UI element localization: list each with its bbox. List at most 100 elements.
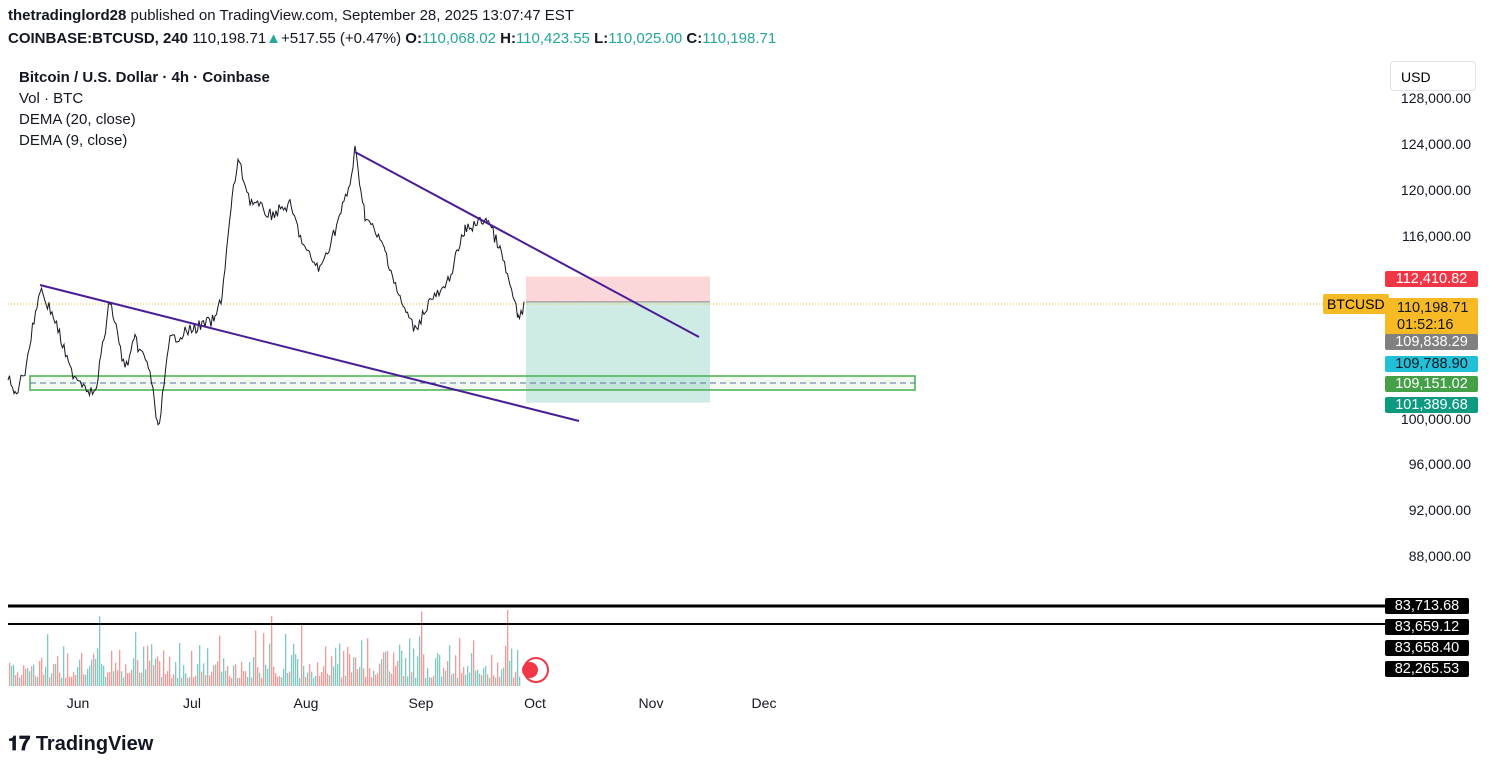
volume-bar — [429, 677, 431, 686]
volume-bar — [147, 645, 149, 686]
volume-bar — [241, 661, 243, 686]
volume-bar — [59, 672, 61, 686]
volume-bar — [95, 658, 97, 686]
volume-bar — [505, 645, 507, 686]
volume-bar — [81, 652, 83, 686]
volume-bar — [49, 677, 51, 686]
legend-dema-20[interactable]: DEMA (20, close) — [19, 111, 136, 128]
volume-bar — [231, 677, 233, 686]
volume-bar — [157, 656, 159, 686]
volume-bar — [415, 677, 417, 686]
volume-bar — [503, 667, 505, 686]
volume-bar — [377, 673, 379, 686]
volume-bar — [329, 675, 331, 686]
volume-bar — [87, 668, 89, 686]
volume-bar — [57, 656, 59, 686]
close-label: C: — [686, 30, 703, 47]
level-tag: 83,658.40 — [1385, 640, 1469, 656]
volume-bar — [161, 677, 163, 686]
volume-bar — [477, 669, 479, 686]
legend-volume[interactable]: Vol · BTC — [19, 90, 84, 107]
volume-bar — [19, 677, 21, 686]
y-tick-label: 128,000.00 — [1400, 90, 1471, 107]
volume-bar — [177, 677, 179, 686]
volume-bar — [517, 649, 519, 686]
volume-bar — [457, 677, 459, 686]
volume-bar — [207, 648, 209, 686]
volume-bar — [151, 644, 153, 686]
volume-bar — [417, 656, 419, 686]
volume-bar — [437, 653, 439, 686]
volume-bar — [483, 668, 485, 686]
price-tag: 112,410.82 — [1385, 271, 1478, 287]
volume-bar — [499, 676, 501, 686]
volume-bar — [373, 670, 375, 686]
volume-bar — [317, 662, 319, 686]
volume-bar — [131, 669, 133, 686]
tradingview-logo[interactable]: 𝟏𝟕 TradingView — [8, 733, 153, 756]
volume-bar — [223, 658, 225, 686]
volume-bar — [393, 652, 395, 686]
volume-bar — [167, 671, 169, 686]
volume-bar — [339, 643, 341, 686]
volume-bar — [349, 654, 351, 686]
volume-bar — [227, 666, 229, 686]
publish-line: thetradinglord28 published on TradingVie… — [8, 7, 574, 24]
volume-bar — [287, 672, 289, 686]
volume-bar — [423, 654, 425, 686]
volume-bar — [455, 655, 457, 686]
volume-bar — [93, 653, 95, 686]
volume-bar — [17, 672, 19, 686]
volume-bar — [91, 659, 93, 686]
volume-bar — [379, 663, 381, 686]
volume-bar — [353, 657, 355, 686]
last-price: 110,198.71 — [192, 30, 267, 47]
ohlc-line: COINBASE:BTCUSD, 240 110,198.71▲+517.55 … — [8, 30, 776, 47]
volume-bar — [253, 656, 255, 686]
volume-bar — [299, 677, 301, 686]
volume-bar — [513, 677, 515, 686]
volume-bar — [333, 666, 335, 686]
volume-bar — [199, 645, 201, 686]
volume-bar — [77, 667, 79, 686]
volume-bar — [309, 664, 311, 686]
volume-bar — [441, 676, 443, 686]
volume-bar — [213, 665, 215, 686]
legend-dema-9[interactable]: DEMA (9, close) — [19, 132, 128, 149]
currency-button[interactable]: USD — [1390, 61, 1476, 91]
volume-bar — [153, 665, 155, 686]
volume-bar — [381, 659, 383, 686]
volume-bar — [369, 668, 371, 686]
volume-bar — [341, 677, 343, 686]
volume-bar — [325, 646, 327, 686]
volume-bar — [197, 663, 199, 686]
low-value: 110,025.00 — [608, 30, 683, 47]
volume-bar — [395, 665, 397, 686]
change: +517.55 (+0.47%) — [281, 30, 402, 47]
volume-bar — [83, 674, 85, 686]
volume-bar — [435, 658, 437, 686]
publisher[interactable]: thetradinglord28 — [8, 7, 127, 24]
legend-title[interactable]: Bitcoin / U.S. Dollar · 4h · Coinbase — [19, 69, 270, 86]
volume-bar — [375, 674, 377, 686]
volume-bar — [13, 664, 15, 686]
volume-bar — [129, 672, 131, 686]
volume-bar — [295, 654, 297, 686]
y-tick-label: 100,000.00 — [1400, 410, 1471, 427]
volume-bar — [433, 675, 435, 686]
volume-bar — [271, 616, 273, 686]
volume-bar — [69, 676, 71, 686]
volume-bar — [9, 662, 11, 686]
volume-bar — [201, 671, 203, 686]
volume-bar — [463, 667, 465, 686]
volume-bar — [251, 677, 253, 686]
volume-bar — [141, 672, 143, 686]
volume-bar — [519, 676, 521, 686]
volume-bar — [427, 668, 429, 686]
x-tick-label: Sep — [408, 695, 434, 711]
volume-bar — [391, 673, 393, 686]
price-tag: 101,389.68 — [1385, 397, 1478, 413]
volume-bar — [385, 651, 387, 686]
